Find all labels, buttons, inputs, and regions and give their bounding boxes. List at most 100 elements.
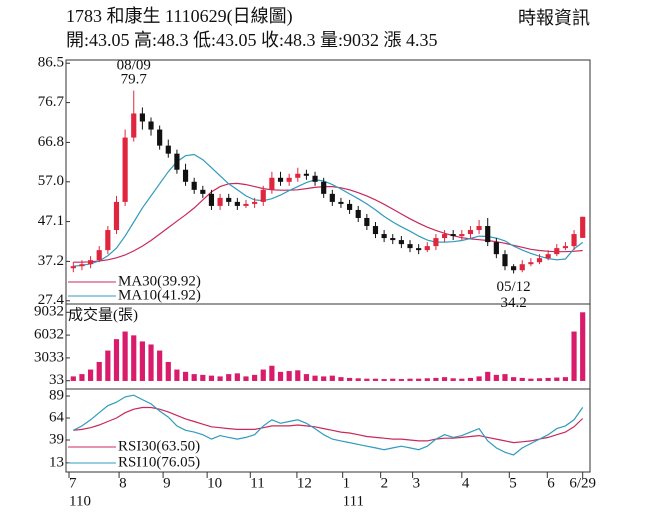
candle-body	[467, 230, 474, 235]
volume-bar	[485, 371, 491, 381]
candle-body	[174, 153, 180, 170]
x-tick-label: 12	[297, 475, 312, 491]
volume-bar	[165, 361, 171, 381]
volume-bar	[536, 378, 543, 381]
x-tick-label: 2	[381, 475, 389, 491]
volume-bar	[243, 376, 249, 381]
candle-body	[390, 238, 396, 241]
candle-body	[476, 226, 482, 231]
candle-body	[485, 226, 491, 243]
candle-body	[450, 234, 456, 237]
legend-label: RSI10(76.05)	[118, 454, 200, 470]
candle-body	[243, 203, 249, 206]
volume-bar	[286, 371, 292, 381]
source: 時報資訊	[518, 8, 590, 28]
candle-body	[96, 250, 102, 261]
volume-bar	[390, 378, 396, 381]
candle-body	[182, 169, 189, 182]
candle-body	[554, 248, 560, 255]
candle-body	[381, 234, 387, 239]
volume-bar	[269, 365, 275, 381]
volume-bar	[131, 335, 137, 381]
volume-bar	[545, 377, 551, 381]
candle-body	[321, 181, 327, 194]
volume-bar	[226, 374, 232, 381]
candle-body	[79, 264, 85, 267]
frame	[65, 59, 591, 473]
volume-bar	[321, 376, 327, 381]
volume-bar	[528, 378, 534, 381]
volume-bar	[580, 312, 586, 381]
volume-bar	[562, 377, 569, 381]
candle-body	[416, 248, 422, 251]
volume-bar	[467, 377, 474, 381]
volume-bar	[450, 378, 456, 381]
low-date: 05/12	[497, 279, 531, 295]
x-tick-label: 7	[69, 475, 77, 491]
volume-bar	[182, 371, 189, 381]
volume-bar	[424, 378, 430, 381]
candle-body	[122, 137, 128, 202]
volume-bar	[295, 370, 301, 381]
x-tick-label: 10	[207, 475, 222, 491]
x-year-label: 111	[343, 493, 364, 509]
volume-bar	[303, 374, 310, 381]
subtitle: 開:43.05 高:48.3 低:43.05 收:48.3 量:9032 漲 4…	[66, 30, 438, 50]
volume-bar	[398, 379, 404, 381]
x-tick-label: 5	[509, 475, 517, 491]
low-value: 34.2	[500, 295, 526, 311]
volume-bar	[113, 339, 120, 381]
candle-body	[433, 238, 439, 247]
candle-body	[355, 209, 361, 218]
candle-body	[252, 201, 258, 204]
volume-bar	[252, 374, 258, 381]
volume-bar	[329, 375, 335, 381]
volume-bar	[217, 376, 223, 381]
candle-body	[303, 173, 310, 176]
x-tick-label: 1	[343, 475, 351, 491]
volume-bar	[355, 378, 361, 381]
volume-bar	[87, 369, 94, 381]
volume-bar	[174, 369, 180, 381]
y-tick-label: 9032	[34, 304, 64, 320]
candle-body	[346, 203, 353, 210]
candle-body	[105, 230, 111, 251]
candle-body	[200, 189, 206, 194]
y-tick-label: 27.4	[38, 292, 65, 308]
x-year-label: 110	[69, 493, 91, 509]
legend-label: MA10(41.92)	[118, 287, 201, 303]
candle-body	[70, 266, 76, 269]
x-tick-label: 8	[119, 475, 127, 491]
candle-body	[286, 177, 292, 182]
x-tick-label: 11	[250, 475, 264, 491]
volume-bar	[554, 377, 560, 381]
volume-bar	[148, 344, 154, 381]
candle-body	[364, 217, 370, 227]
volume-bar	[234, 373, 240, 381]
y-tick-label: 76.7	[38, 94, 65, 110]
candle-body	[372, 226, 379, 235]
x-tick-label: 4	[462, 475, 470, 491]
candle-body	[424, 246, 430, 251]
candle-body	[459, 234, 465, 237]
volume-bar	[459, 378, 465, 381]
candle-body	[113, 201, 120, 231]
volume-bar	[502, 374, 508, 381]
candle-body	[536, 258, 543, 263]
y-tick-label: 37.2	[38, 253, 64, 269]
y-tick-label: 3033	[34, 349, 64, 365]
y-tick-label: 39	[49, 431, 64, 447]
candle-body	[545, 254, 551, 259]
x-tick-label: 3	[413, 475, 421, 491]
volume-bar	[416, 378, 422, 381]
candle-body	[502, 254, 508, 267]
volume-bar	[70, 376, 76, 381]
candle-body	[234, 201, 240, 206]
candle-body	[441, 234, 448, 239]
candle-body	[519, 264, 525, 271]
chart-title: 1783 和康生 1110629(日線圖)	[66, 6, 293, 27]
candle-body	[580, 216, 586, 238]
candle-body	[217, 197, 223, 206]
candle-body	[528, 262, 534, 265]
volume-bar	[476, 376, 482, 381]
